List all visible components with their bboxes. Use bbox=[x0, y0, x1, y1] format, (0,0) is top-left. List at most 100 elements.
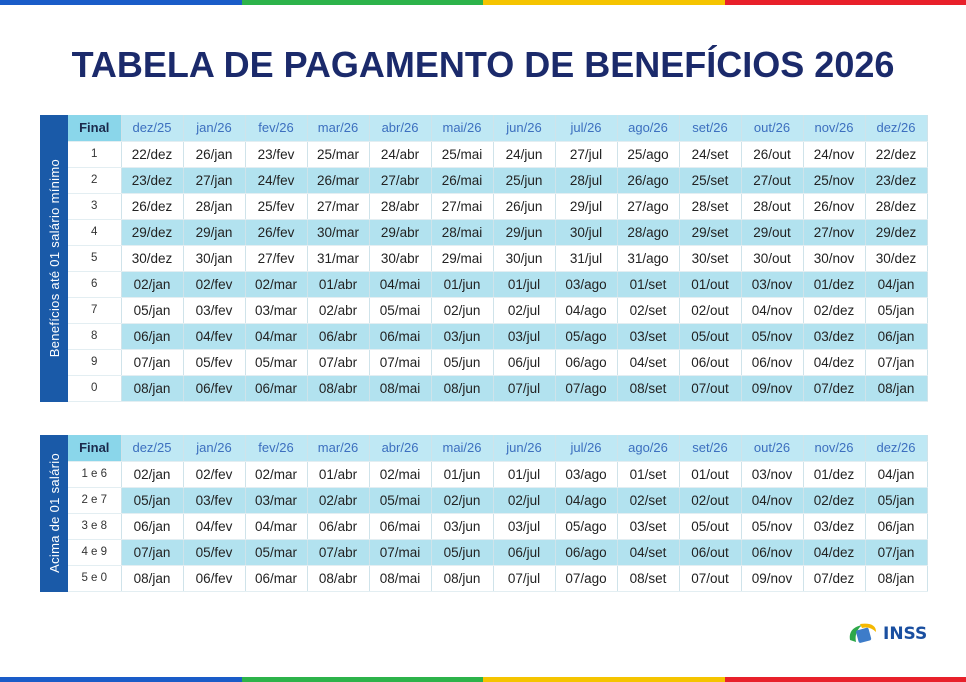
payment-date: 02/set bbox=[617, 487, 680, 514]
payment-date: 04/dez bbox=[803, 539, 866, 566]
side-label-text: Benefícios até 01 salário mínimo bbox=[46, 159, 62, 358]
payment-date: 07/abr bbox=[307, 349, 370, 376]
month-header: dez/25 bbox=[121, 115, 184, 142]
month-header: mai/26 bbox=[431, 115, 494, 142]
table-row: 9 07/jan 05/fev 05/mar 07/abr 07/mai 05/jun 06/… bbox=[68, 349, 928, 376]
table-row: 5 e 0 08/jan 06/fev 06/mar 08/abr 08/mai 08/ju… bbox=[68, 565, 928, 592]
payment-date: 06/out bbox=[679, 349, 742, 376]
month-header: set/26 bbox=[679, 435, 742, 462]
payment-date: 05/mar bbox=[245, 349, 308, 376]
payment-date: 04/nov bbox=[741, 297, 804, 324]
payment-date: 07/out bbox=[679, 565, 742, 592]
payment-date: 27/ago bbox=[617, 193, 680, 220]
payment-date: 04/jan bbox=[865, 461, 928, 488]
payment-date: 22/dez bbox=[121, 141, 184, 168]
payment-date: 02/set bbox=[617, 297, 680, 324]
header-row: Final dez/25 jan/26 fev/26 mar/26 abr/26 mai/2… bbox=[68, 115, 928, 142]
final-digit: 0 bbox=[68, 375, 122, 402]
payment-date: 05/out bbox=[679, 323, 742, 350]
payment-date: 04/ago bbox=[555, 297, 618, 324]
payment-date: 06/mai bbox=[369, 513, 432, 540]
payment-date: 30/jan bbox=[183, 245, 246, 272]
payment-date: 08/set bbox=[617, 565, 680, 592]
table-row: 2 23/dez 27/jan 24/fev 26/mar 27/abr 26/mai 25/… bbox=[68, 167, 928, 194]
payment-date: 03/set bbox=[617, 513, 680, 540]
payment-date: 04/dez bbox=[803, 349, 866, 376]
payment-date: 03/ago bbox=[555, 461, 618, 488]
payment-date: 30/dez bbox=[121, 245, 184, 272]
payment-date: 06/fev bbox=[183, 375, 246, 402]
page-title: TABELA DE PAGAMENTO DE BENEFÍCIOS 2026 bbox=[71, 44, 895, 85]
final-digit: 5 e 0 bbox=[68, 565, 122, 592]
month-header: set/26 bbox=[679, 115, 742, 142]
payment-date: 04/fev bbox=[183, 323, 246, 350]
payment-date: 02/jun bbox=[431, 297, 494, 324]
payment-date: 03/set bbox=[617, 323, 680, 350]
payment-date: 04/mar bbox=[245, 323, 308, 350]
payment-date: 25/mar bbox=[307, 141, 370, 168]
payment-date: 28/dez bbox=[865, 193, 928, 220]
payment-date: 05/jan bbox=[865, 487, 928, 514]
payment-date: 05/fev bbox=[183, 349, 246, 376]
payment-date: 28/out bbox=[741, 193, 804, 220]
payment-date: 01/set bbox=[617, 271, 680, 298]
payment-date: 27/jul bbox=[555, 141, 618, 168]
payment-date: 01/dez bbox=[803, 271, 866, 298]
top-color-stripe bbox=[0, 0, 966, 5]
payment-date: 26/mai bbox=[431, 167, 494, 194]
payment-date: 05/mai bbox=[369, 297, 432, 324]
payment-date: 08/jan bbox=[865, 565, 928, 592]
side-label: Benefícios até 01 salário mínimo bbox=[40, 115, 68, 402]
payment-date: 04/jan bbox=[865, 271, 928, 298]
payment-date: 08/jun bbox=[431, 375, 494, 402]
payment-date: 29/jul bbox=[555, 193, 618, 220]
month-header: jul/26 bbox=[555, 435, 618, 462]
payment-date: 27/mai bbox=[431, 193, 494, 220]
payment-date: 08/mai bbox=[369, 565, 432, 592]
payment-date: 30/mar bbox=[307, 219, 370, 246]
payment-date: 25/mai bbox=[431, 141, 494, 168]
payment-date: 30/dez bbox=[865, 245, 928, 272]
month-header: mar/26 bbox=[307, 435, 370, 462]
payment-date: 04/fev bbox=[183, 513, 246, 540]
month-header: jun/26 bbox=[493, 435, 556, 462]
side-label-text: Acima de 01 salário bbox=[46, 453, 62, 574]
payment-date: 27/jan bbox=[183, 167, 246, 194]
payment-date: 06/jan bbox=[121, 513, 184, 540]
payment-date: 04/mai bbox=[369, 271, 432, 298]
payment-date: 27/abr bbox=[369, 167, 432, 194]
payment-date: 27/fev bbox=[245, 245, 308, 272]
table-row: 5 30/dez 30/jan 27/fev 31/mar 30/abr 29/mai 30/… bbox=[68, 245, 928, 272]
payment-date: 07/out bbox=[679, 375, 742, 402]
payment-date: 07/jan bbox=[121, 349, 184, 376]
bottom-color-stripe bbox=[0, 677, 966, 682]
payment-date: 29/dez bbox=[121, 219, 184, 246]
month-header: abr/26 bbox=[369, 115, 432, 142]
payment-date: 04/set bbox=[617, 539, 680, 566]
payment-date: 25/nov bbox=[803, 167, 866, 194]
payment-date: 01/abr bbox=[307, 461, 370, 488]
payment-date: 03/nov bbox=[741, 271, 804, 298]
payment-date: 26/mar bbox=[307, 167, 370, 194]
payment-date: 29/jan bbox=[183, 219, 246, 246]
payment-date: 05/nov bbox=[741, 323, 804, 350]
final-digit: 2 e 7 bbox=[68, 487, 122, 514]
table-row: 6 02/jan 02/fev 02/mar 01/abr 04/mai 01/jun 01/… bbox=[68, 271, 928, 298]
payment-date: 05/ago bbox=[555, 323, 618, 350]
payment-date: 27/nov bbox=[803, 219, 866, 246]
payment-date: 23/dez bbox=[121, 167, 184, 194]
month-header: dez/25 bbox=[121, 435, 184, 462]
payment-date: 26/fev bbox=[245, 219, 308, 246]
payment-table: Final dez/25 jan/26 fev/26 mar/26 abr/26 mai/2… bbox=[68, 115, 928, 402]
table-row: 3 e 8 06/jan 04/fev 04/mar 06/abr 06/mai 03/ju… bbox=[68, 513, 928, 540]
payment-date: 08/abr bbox=[307, 375, 370, 402]
payment-date: 08/jan bbox=[121, 375, 184, 402]
month-header: jul/26 bbox=[555, 115, 618, 142]
payment-date: 03/jul bbox=[493, 513, 556, 540]
month-header: out/26 bbox=[741, 115, 804, 142]
payment-date: 01/set bbox=[617, 461, 680, 488]
payment-date: 02/jun bbox=[431, 487, 494, 514]
final-digit: 1 bbox=[68, 141, 122, 168]
table-minimum-wage: Benefícios até 01 salário mínimo Final de… bbox=[40, 115, 928, 402]
payment-date: 06/ago bbox=[555, 539, 618, 566]
